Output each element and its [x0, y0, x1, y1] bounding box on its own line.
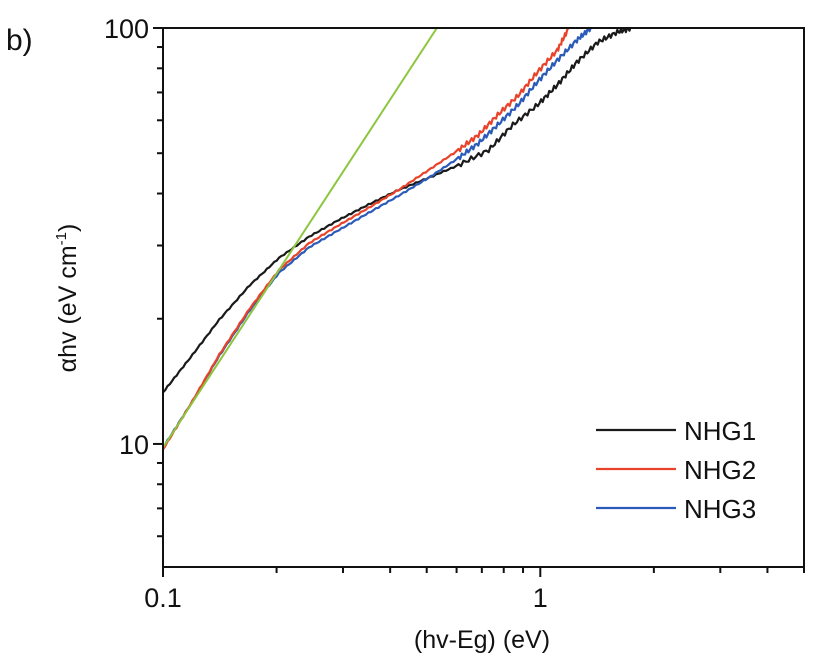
panel-label: b): [6, 24, 33, 57]
y-ticks: 10 100: [104, 14, 163, 538]
legend-label: NHG3: [684, 494, 756, 524]
y-axis-title-tail: ): [54, 224, 82, 232]
series-line-nhg3: [163, 28, 592, 449]
y-axis-title-main: αhv (eV cm: [54, 245, 82, 372]
fit-line: [163, 28, 438, 449]
legend-item-nhg2: NHG2: [596, 455, 756, 485]
x-ticks: 0.1 1: [144, 567, 805, 613]
series-layer: [163, 28, 632, 451]
legend-item-nhg1: NHG1: [596, 416, 756, 446]
series-line-nhg1: [163, 28, 632, 394]
x-axis-title: (hv-Eg) (eV): [414, 626, 550, 654]
y-tick-label: 100: [104, 14, 149, 44]
legend-item-nhg3: NHG3: [596, 494, 756, 524]
y-axis-title-superscript: -1: [53, 232, 70, 245]
legend-label: NHG2: [684, 455, 756, 485]
series-line-nhg2: [163, 28, 570, 451]
y-tick-label: 10: [119, 430, 149, 460]
plot-frame: [162, 27, 805, 568]
x-tick-label: 0.1: [144, 583, 182, 613]
legend: NHG1 NHG2 NHG3: [596, 416, 756, 524]
x-tick-label: 1: [533, 583, 548, 613]
legend-label: NHG1: [684, 416, 756, 446]
y-axis-title: αhv (eV cm-1): [53, 224, 82, 373]
